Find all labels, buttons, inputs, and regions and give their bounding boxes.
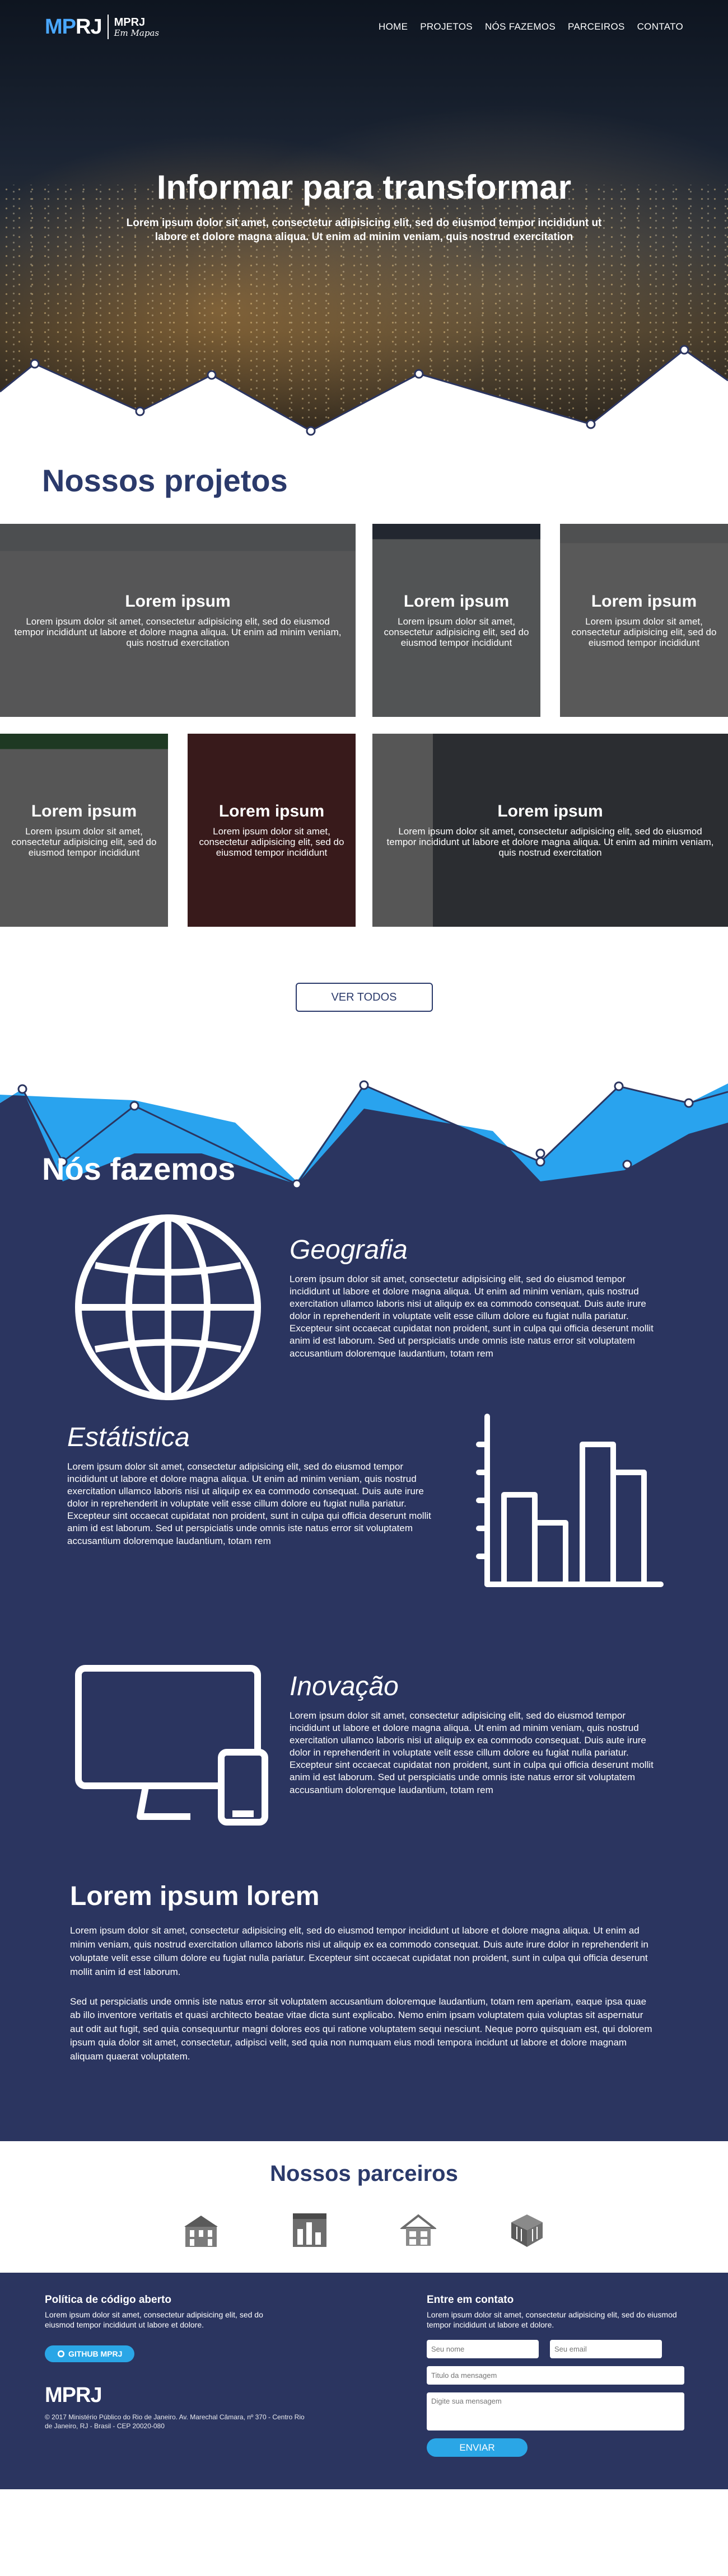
project-card[interactable]: Lorem ipsum Lorem ipsum dolor sit amet, … <box>188 734 356 927</box>
contact-form: Entre em contato Lorem ipsum dolor sit a… <box>427 2294 684 2457</box>
project-card-title: Lorem ipsum <box>125 592 231 611</box>
project-card-text: Lorem ipsum dolor sit amet, consectetur … <box>384 616 529 648</box>
project-card[interactable]: Lorem ipsum Lorem ipsum dolor sit amet, … <box>560 524 728 717</box>
hero-subtitle: Lorem ipsum dolor sit amet, consectetur … <box>126 217 602 243</box>
nav-projetos[interactable]: PROJETOS <box>420 21 473 32</box>
project-card-title: Lorem ipsum <box>497 802 603 821</box>
copyright: © 2017 Ministério Público do Rio de Jane… <box>45 2413 305 2430</box>
house-partner-icon[interactable] <box>398 2210 438 2250</box>
projects-section: Nossos projetos Lorem ipsum Lorem ipsum … <box>0 442 728 1069</box>
hero-section: MPRJ MPRJ Em Mapas HOME PROJETOS NÓS FAZ… <box>0 0 728 442</box>
send-button[interactable]: ENVIAR <box>427 2438 528 2457</box>
project-card-text: Lorem ipsum dolor sit amet, consectetur … <box>199 826 344 858</box>
logo-mark: MPRJ <box>45 15 102 39</box>
nav-home[interactable]: HOME <box>379 21 408 32</box>
long-paragraph-1: Lorem ipsum dolor sit amet, consectetur … <box>70 1925 648 1977</box>
bar-chart-icon <box>476 1414 664 1587</box>
logo-subtitle: MPRJ Em Mapas <box>114 17 160 37</box>
feature-body: Lorem ipsum dolor sit amet, consectetur … <box>290 1274 654 1359</box>
logo-divider <box>107 15 109 39</box>
nav-menu: HOME PROJETOS NÓS FAZEMOS PARCEIROS CONT… <box>379 21 683 32</box>
project-card-text: Lorem ipsum dolor sit amet, consectetur … <box>14 616 342 648</box>
nav-nos-fazemos[interactable]: NÓS FAZEMOS <box>484 21 556 32</box>
partner-logos <box>0 2210 728 2250</box>
subject-field[interactable] <box>427 2366 684 2385</box>
message-field[interactable] <box>427 2392 684 2431</box>
box-partner-icon[interactable] <box>507 2210 547 2250</box>
long-paragraph-2: Sed ut perspiciatis unde omnis iste natu… <box>70 1996 652 2062</box>
logo-sub-title: MPRJ <box>114 16 146 29</box>
footer-left: Política de código aberto Lorem ipsum do… <box>45 2293 305 2431</box>
project-card-title: Lorem ipsum <box>218 802 325 821</box>
feature-text: Geografia Lorem ipsum dolor sit amet, co… <box>290 1235 654 1360</box>
partners-title: Nossos parceiros <box>270 2161 458 2186</box>
project-card-title: Lorem ipsum <box>31 802 137 821</box>
feature-estatistica: Estátistica Lorem ipsum dolor sit amet, … <box>0 1411 728 1663</box>
feature-title: Estátistica <box>67 1423 190 1452</box>
city-lights-background <box>0 185 728 420</box>
hero-text: Informar para transformar Lorem ipsum do… <box>0 168 728 244</box>
project-card[interactable]: Lorem ipsum Lorem ipsum dolor sit amet, … <box>372 734 728 927</box>
email-field[interactable] <box>550 2340 662 2359</box>
feature-title: Inovação <box>290 1672 399 1701</box>
oss-text: Lorem ipsum dolor sit amet, consectetur … <box>45 2310 263 2329</box>
projects-row-1: Lorem ipsum Lorem ipsum dolor sit amet, … <box>0 524 728 717</box>
project-card[interactable]: Lorem ipsum Lorem ipsum dolor sit amet, … <box>0 524 356 717</box>
logo[interactable]: MPRJ MPRJ Em Mapas <box>45 15 159 39</box>
project-card[interactable]: Lorem ipsum Lorem ipsum dolor sit amet, … <box>0 734 168 927</box>
project-card-text: Lorem ipsum dolor sit amet, consectetur … <box>571 616 717 648</box>
feature-body: Lorem ipsum dolor sit amet, consectetur … <box>290 1710 654 1795</box>
contact-row <box>427 2340 684 2359</box>
ver-todos-wrap: VER TODOS <box>0 944 728 1069</box>
building-partner-icon[interactable] <box>181 2210 221 2250</box>
project-card-title: Lorem ipsum <box>403 592 510 611</box>
hero-mountain-divider <box>0 345 728 442</box>
feature-text: Estátistica Lorem ipsum dolor sit amet, … <box>67 1422 431 1547</box>
nav-contato[interactable]: CONTATO <box>637 21 683 32</box>
project-overlay: Lorem ipsum Lorem ipsum dolor sit amet, … <box>560 524 728 717</box>
partners-section: Nossos parceiros <box>0 2141 728 2273</box>
projects-row-2: Lorem ipsum Lorem ipsum dolor sit amet, … <box>0 734 728 927</box>
fazemos-section: Nós fazemos Geografia Lorem ipsum dolor … <box>0 1069 728 2141</box>
feature-geografia: Geografia Lorem ipsum dolor sit amet, co… <box>0 1187 728 1411</box>
long-title: Lorem ipsum lorem <box>70 1881 320 1911</box>
footer-logo: MPRJ <box>45 2383 102 2408</box>
project-overlay: Lorem ipsum Lorem ipsum dolor sit amet, … <box>188 734 356 927</box>
project-card-title: Lorem ipsum <box>591 592 697 611</box>
github-button[interactable]: GITHUB MPRJ <box>45 2345 135 2363</box>
github-button-label: GITHUB MPRJ <box>68 2349 123 2359</box>
feature-text: Inovação Lorem ipsum dolor sit amet, con… <box>290 1671 654 1796</box>
project-card-text: Lorem ipsum dolor sit amet, consectetur … <box>386 826 714 858</box>
globe-icon <box>75 1214 261 1400</box>
feature-body: Lorem ipsum dolor sit amet, consectetur … <box>67 1461 431 1546</box>
feature-inovacao: Inovação Lorem ipsum dolor sit amet, con… <box>0 1663 728 1881</box>
contact-text: Lorem ipsum dolor sit amet, consectetur … <box>427 2310 677 2329</box>
logo-sub-tagline: Em Mapas <box>114 27 160 38</box>
devices-icon <box>75 1665 268 1826</box>
project-overlay: Lorem ipsum Lorem ipsum dolor sit amet, … <box>0 524 356 717</box>
project-overlay: Lorem ipsum Lorem ipsum dolor sit amet, … <box>0 734 168 927</box>
project-overlay: Lorem ipsum Lorem ipsum dolor sit amet, … <box>372 524 540 717</box>
projects-title: Nossos projetos <box>42 463 288 498</box>
nav-parceiros[interactable]: PARCEIROS <box>568 21 625 32</box>
wave-divider <box>0 1069 728 1195</box>
ver-todos-button[interactable]: VER TODOS <box>295 983 433 1012</box>
project-card[interactable]: Lorem ipsum Lorem ipsum dolor sit amet, … <box>372 524 540 717</box>
github-icon <box>57 2350 65 2358</box>
oss-title: Política de código aberto <box>45 2293 171 2306</box>
contact-title: Entre em contato <box>427 2293 514 2306</box>
project-overlay: Lorem ipsum Lorem ipsum dolor sit amet, … <box>372 734 728 927</box>
feature-title: Geografia <box>290 1235 408 1265</box>
footer: Política de código aberto Lorem ipsum do… <box>0 2272 728 2489</box>
navbar: MPRJ MPRJ Em Mapas HOME PROJETOS NÓS FAZ… <box>0 0 728 54</box>
name-field[interactable] <box>427 2340 539 2359</box>
hero-title: Informar para transformar <box>156 168 572 206</box>
project-card-text: Lorem ipsum dolor sit amet, consectetur … <box>11 826 157 858</box>
long-text-block: Lorem ipsum lorem Lorem ipsum dolor sit … <box>0 1881 728 2141</box>
fazemos-title: Nós fazemos <box>42 1151 236 1186</box>
chart-panel-partner-icon[interactable] <box>290 2210 330 2250</box>
